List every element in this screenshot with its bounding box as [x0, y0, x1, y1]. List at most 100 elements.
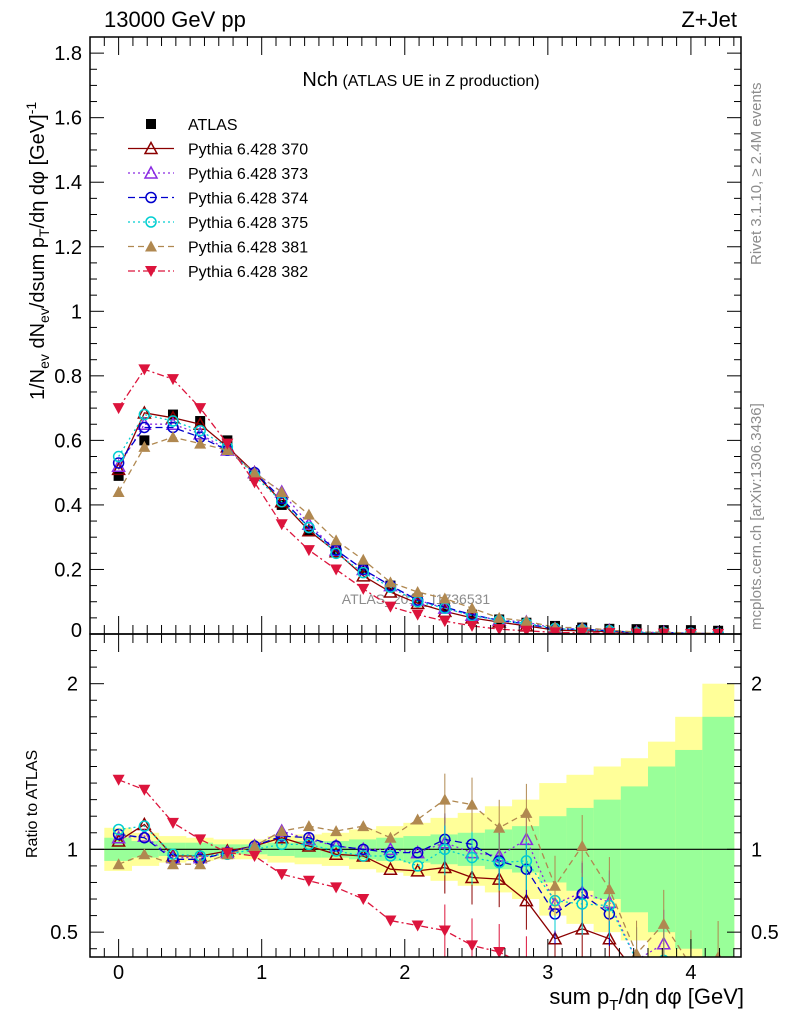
marker-square	[139, 435, 150, 446]
marker-triangle-down	[302, 545, 315, 557]
marker-circle	[520, 855, 533, 867]
plot-title-sub: (ATLAS UE in Z production)	[342, 73, 539, 90]
marker-triangle	[603, 883, 616, 895]
marker-triangle	[302, 508, 315, 520]
ratio-y-tick-label: 2	[751, 674, 762, 696]
marker-circle	[576, 898, 588, 910]
y-tick-label: 1.8	[54, 43, 82, 65]
marker-triangle-down	[166, 374, 179, 386]
marker-circle	[357, 566, 370, 579]
x-tick-label: 1	[256, 962, 267, 984]
label-part: ev	[36, 354, 52, 369]
marker-square	[276, 499, 287, 510]
marker-triangle-down	[330, 564, 343, 576]
marker-triangle	[519, 893, 534, 907]
marker-triangle	[275, 825, 288, 837]
marker-circle	[384, 846, 397, 859]
marker-circle	[493, 856, 505, 869]
legend-label: Pythia 6.428 381	[188, 240, 308, 257]
marker-circle	[138, 408, 151, 421]
marker-triangle-down	[248, 477, 261, 489]
ratio-line	[118, 825, 636, 957]
marker-triangle-down	[357, 894, 370, 906]
ratio-line	[118, 830, 665, 957]
main-series	[111, 364, 725, 634]
marker-triangle-down	[138, 364, 151, 376]
marker-triangle	[328, 846, 344, 861]
legend-label: ATLAS	[188, 117, 238, 134]
marker-triangle	[493, 821, 506, 833]
marker-triangle	[248, 840, 261, 852]
marker-triangle-down	[603, 628, 616, 634]
legend: ATLAS Pythia 6.428 370 Pythia 6.428 373 Pyt…	[128, 117, 308, 281]
legend-label: Pythia 6.428 374	[188, 191, 308, 208]
marker-triangle	[328, 544, 344, 558]
marker-triangle	[520, 615, 533, 627]
marker-circle	[303, 838, 315, 851]
label-part: T	[36, 228, 52, 237]
y-tick-label: 1.4	[54, 172, 82, 194]
marker-square	[195, 416, 206, 427]
marker-triangle	[576, 840, 589, 852]
marker-triangle-down	[712, 628, 725, 634]
ratio-y-tick-label: 0.5	[50, 922, 78, 944]
marker-square	[113, 470, 124, 481]
side-label-mcplots: mcplots.cern.ch [arXiv:1306.3436]	[748, 403, 765, 630]
y-tick-label: 1	[71, 301, 82, 323]
marker-triangle-down	[466, 940, 479, 952]
marker-triangle	[143, 165, 159, 179]
marker-triangle	[194, 858, 207, 870]
x-tick-label: 4	[685, 962, 696, 984]
y-tick-label: 0.2	[54, 559, 82, 581]
y-tick-label: 0.4	[54, 495, 82, 517]
xlabel: sum pT/dη dφ [GeV]	[549, 984, 744, 1014]
xlabel-text: sum pT/dη dφ [GeV]	[549, 984, 744, 1014]
marker-triangle	[410, 595, 425, 610]
marker-triangle	[137, 828, 152, 842]
marker-triangle	[383, 861, 398, 875]
marker-circle	[384, 850, 397, 862]
marker-triangle	[248, 466, 261, 478]
main-panel: 0.2 0.4 0.6 0.8 1 1.2 1.4 1.6 1.8 0	[54, 36, 742, 642]
marker-circle	[138, 421, 151, 434]
header-process: Z+Jet	[681, 7, 737, 32]
legend-label: Pythia 6.428 370	[188, 142, 308, 159]
marker-triangle-down	[466, 620, 479, 632]
marker-triangle	[631, 968, 643, 979]
ratio-y-tick-label: 0.5	[751, 922, 779, 944]
marker-triangle-down	[384, 915, 397, 927]
label-part: dN	[27, 323, 49, 354]
marker-triangle-down	[493, 947, 506, 957]
label-part: ev	[36, 308, 52, 323]
marker-triangle	[384, 831, 397, 843]
marker-triangle	[411, 813, 424, 825]
marker-triangle-down	[275, 519, 288, 531]
ratio-panel: 0 1 2 3 4 0.5 0.5 1 1 2 2	[50, 633, 779, 984]
label-part: /dη dφ [GeV]	[27, 114, 49, 228]
marker-circle	[330, 547, 342, 560]
marker-triangle-down	[549, 627, 561, 634]
marker-circle	[194, 424, 206, 437]
marker-triangle-down	[357, 583, 370, 595]
main-ylabel: 1/Nev dNev/dsum pT/dη dφ [GeV]-1	[23, 102, 52, 400]
marker-circle	[138, 831, 151, 844]
marker-triangle	[111, 830, 126, 844]
marker-triangle-down	[493, 624, 506, 634]
marker-triangle	[330, 534, 343, 546]
ratio-y-tick-label: 2	[67, 674, 78, 696]
marker-triangle	[657, 917, 670, 929]
marker-triangle-down	[248, 850, 261, 862]
marker-triangle-down	[275, 869, 288, 881]
y-tick-label: 1.2	[54, 237, 82, 259]
marker-triangle-down	[145, 266, 157, 277]
marker-triangle-down	[520, 625, 533, 634]
series-line	[118, 426, 719, 634]
y-tick-label: 0	[71, 620, 82, 642]
x-tick-label: 2	[399, 962, 410, 984]
plot-title-main: Nch	[302, 69, 338, 91]
marker-triangle-down	[302, 875, 315, 887]
label-part: /dη dφ [GeV]	[618, 984, 744, 1009]
marker-circle	[145, 191, 157, 204]
legend-label: Pythia 6.428 375	[188, 215, 308, 232]
